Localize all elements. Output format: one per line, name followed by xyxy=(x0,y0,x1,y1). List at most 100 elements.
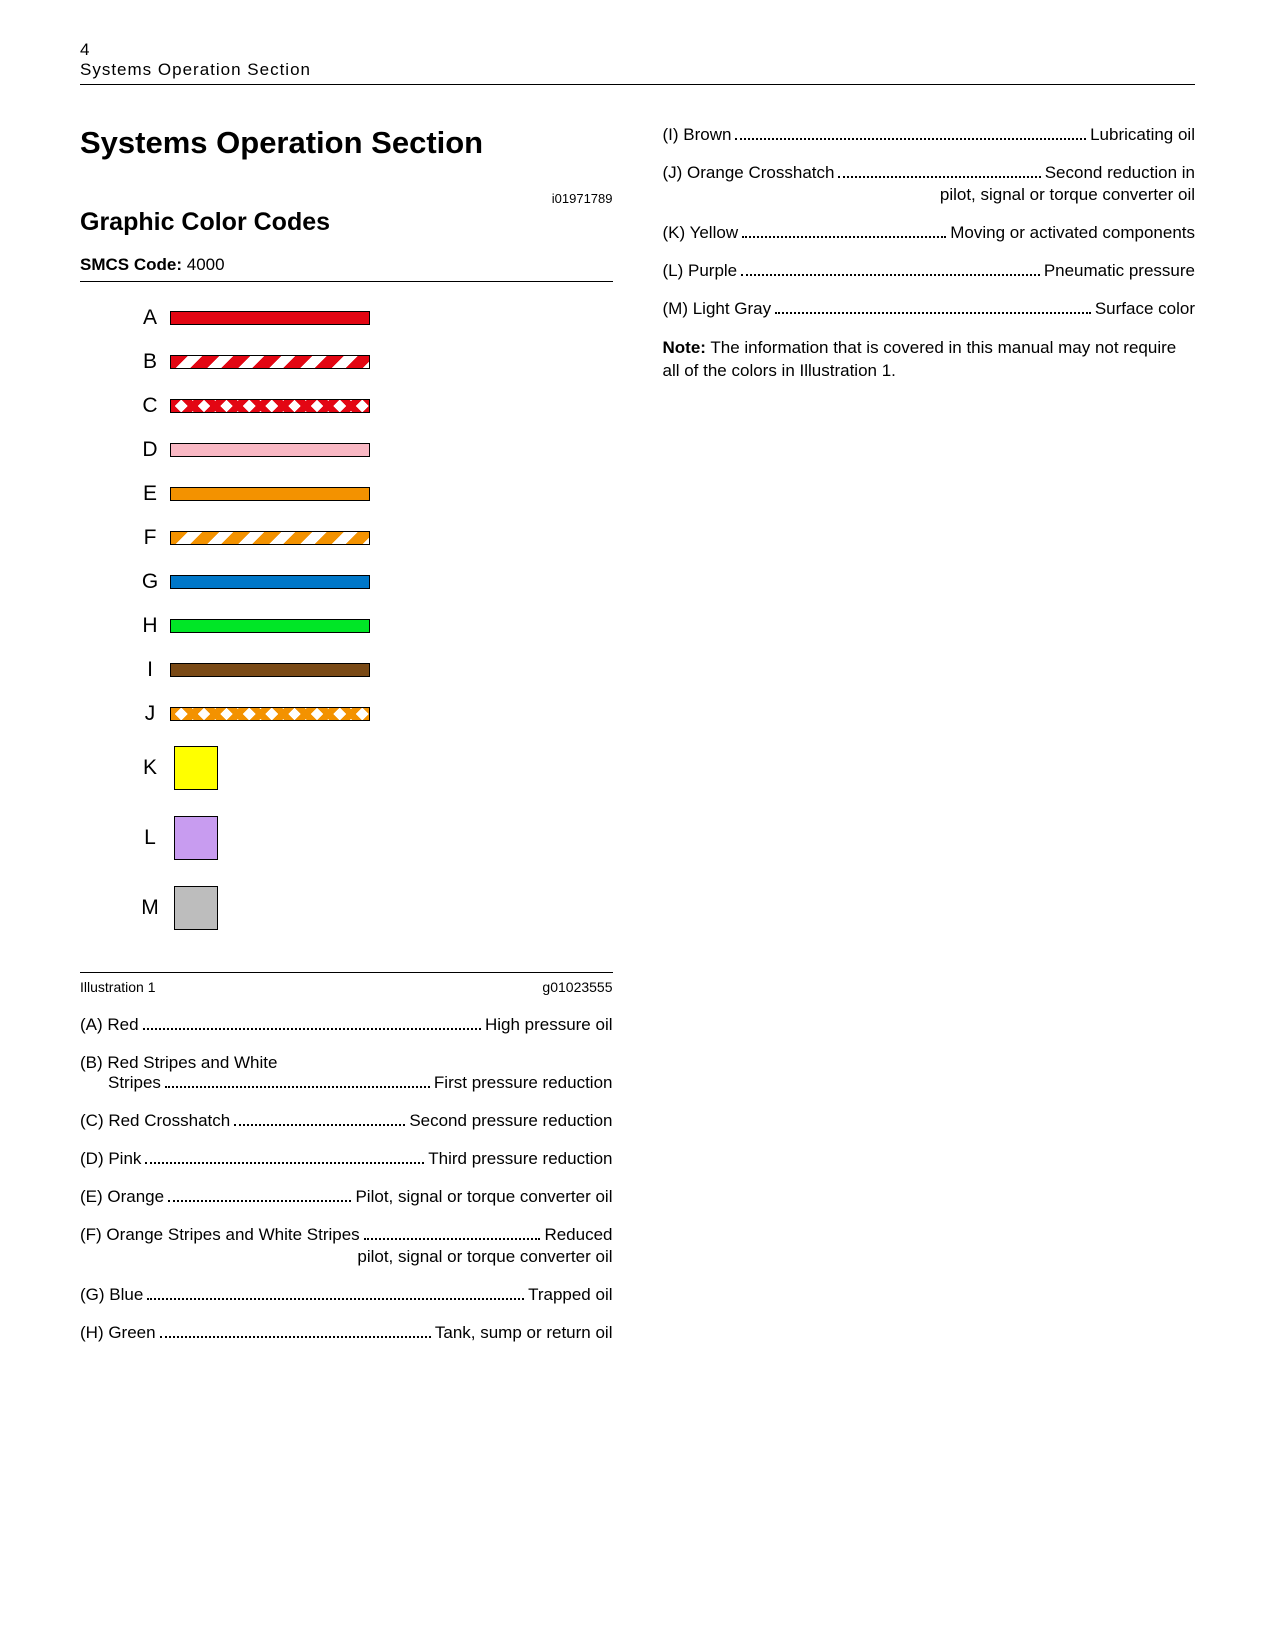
legend-dots xyxy=(234,1112,405,1126)
legend-right: Tank, sump or return oil xyxy=(435,1323,613,1343)
legend-right: Surface color xyxy=(1095,299,1195,319)
swatch-row: A xyxy=(130,306,613,330)
legend-line: Stripes First pressure reduction xyxy=(80,1073,613,1093)
legend-continuation: pilot, signal or torque converter oil xyxy=(663,185,1196,205)
divider xyxy=(80,281,613,282)
header-section-title: Systems Operation Section xyxy=(80,60,1195,80)
swatch-row: G xyxy=(130,570,613,594)
legend-entry: (D) Pink Third pressure reduction xyxy=(80,1149,613,1169)
swatch-solid xyxy=(174,746,218,790)
legend-entry: (G) Blue Trapped oil xyxy=(80,1285,613,1305)
illustration-code: g01023555 xyxy=(542,979,612,995)
illustration-caption: Illustration 1 g01023555 xyxy=(80,972,613,995)
legend-line: (D) Pink Third pressure reduction xyxy=(80,1149,613,1169)
swatch-letter: G xyxy=(130,570,170,594)
swatch-list: ABCDEFGHIJ K L M xyxy=(80,296,613,966)
swatch-letter: L xyxy=(130,826,170,850)
swatch-letter: D xyxy=(130,438,170,462)
swatch-letter: A xyxy=(130,306,170,330)
legend-dots xyxy=(364,1226,541,1240)
swatch-stripes xyxy=(170,531,370,545)
swatch-solid xyxy=(170,575,370,589)
swatch-letter: H xyxy=(130,614,170,638)
swatch-row: F xyxy=(130,526,613,550)
legend-dots xyxy=(838,164,1040,178)
swatch-solid xyxy=(170,443,370,457)
page-header: 4 Systems Operation Section xyxy=(80,40,1195,85)
legend-dots xyxy=(741,262,1040,276)
legend-left: (F) Orange Stripes and White Stripes xyxy=(80,1225,360,1245)
legend-dots xyxy=(742,224,946,238)
legend-right: First pressure reduction xyxy=(434,1073,613,1093)
swatch-row: C xyxy=(130,394,613,418)
swatch-row: D xyxy=(130,438,613,462)
swatch-letter: F xyxy=(130,526,170,550)
legend-line: (I) Brown Lubricating oil xyxy=(663,125,1196,145)
legend-line: (K) YellowMoving or activated components xyxy=(663,223,1196,243)
illustration-label: Illustration 1 xyxy=(80,979,155,995)
legend-right: Lubricating oil xyxy=(1090,125,1195,145)
legend-line: (A) Red High pressure oil xyxy=(80,1015,613,1035)
left-column: Systems Operation Section i01971789 Grap… xyxy=(80,125,613,1361)
swatch-letter: M xyxy=(130,896,170,920)
swatch-crosshatch xyxy=(170,707,370,721)
swatch-row: B xyxy=(130,350,613,374)
subtitle: Graphic Color Codes xyxy=(80,208,613,237)
main-title: Systems Operation Section xyxy=(80,125,613,161)
legend-left: (K) Yellow xyxy=(663,223,739,243)
legend-left: (A) Red xyxy=(80,1015,139,1035)
swatch-solid xyxy=(170,663,370,677)
legend-dots xyxy=(147,1286,524,1300)
page-root: 4 Systems Operation Section Systems Oper… xyxy=(0,0,1275,1401)
swatch-solid xyxy=(174,816,218,860)
legend-right: Third pressure reduction xyxy=(428,1149,612,1169)
legend-entry: (J) Orange CrosshatchSecond reduction in… xyxy=(663,163,1196,205)
legend-dots xyxy=(165,1074,430,1088)
swatch-letter: I xyxy=(130,658,170,682)
legend-left: (G) Blue xyxy=(80,1285,143,1305)
legend-right: Trapped oil xyxy=(528,1285,612,1305)
note-text: The information that is covered in this … xyxy=(663,338,1177,380)
swatch-row: L xyxy=(130,816,613,860)
legend-line: (C) Red Crosshatch Second pressure reduct… xyxy=(80,1111,613,1131)
legend-right: Pilot, signal or torque converter oil xyxy=(355,1187,612,1207)
legend-right: (I) Brown Lubricating oil (J) Orange Cross… xyxy=(663,125,1196,319)
legend-right: Second pressure reduction xyxy=(409,1111,612,1131)
legend-left: (E) Orange xyxy=(80,1187,164,1207)
swatch-stripes xyxy=(170,355,370,369)
legend-right: High pressure oil xyxy=(485,1015,613,1035)
legend-line: (J) Orange CrosshatchSecond reduction in xyxy=(663,163,1196,183)
legend-entry: (I) Brown Lubricating oil xyxy=(663,125,1196,145)
swatch-solid xyxy=(174,886,218,930)
swatch-row: J xyxy=(130,702,613,726)
legend-entry: (L) PurplePneumatic pressure xyxy=(663,261,1196,281)
legend-left-preline: (B) Red Stripes and White xyxy=(80,1053,613,1073)
legend-line: (H) GreenTank, sump or return oil xyxy=(80,1323,613,1343)
swatch-row: K xyxy=(130,746,613,790)
swatch-solid xyxy=(170,487,370,501)
swatch-letter: K xyxy=(130,756,170,780)
legend-right: Second reduction in xyxy=(1045,163,1195,183)
swatch-letter: B xyxy=(130,350,170,374)
swatch-row: M xyxy=(130,886,613,930)
legend-left: (D) Pink xyxy=(80,1149,141,1169)
legend-line: (M) Light Gray Surface color xyxy=(663,299,1196,319)
page-number: 4 xyxy=(80,40,1195,60)
legend-left: (I) Brown xyxy=(663,125,732,145)
legend-entry: (M) Light Gray Surface color xyxy=(663,299,1196,319)
swatch-solid xyxy=(170,311,370,325)
legend-entry: (E) Orange Pilot, signal or torque conver… xyxy=(80,1187,613,1207)
document-id: i01971789 xyxy=(80,191,613,206)
swatch-letter: E xyxy=(130,482,170,506)
smcs-value: 4000 xyxy=(187,255,225,274)
legend-left: Stripes xyxy=(80,1073,161,1093)
legend-left: (M) Light Gray xyxy=(663,299,772,319)
legend-line: (F) Orange Stripes and White Stripes Redu… xyxy=(80,1225,613,1245)
legend-entry: (H) GreenTank, sump or return oil xyxy=(80,1323,613,1343)
legend-left: (C) Red Crosshatch xyxy=(80,1111,230,1131)
legend-entry: (B) Red Stripes and WhiteStripes First pr… xyxy=(80,1053,613,1093)
swatch-row: E xyxy=(130,482,613,506)
right-column: (I) Brown Lubricating oil (J) Orange Cross… xyxy=(663,125,1196,1361)
legend-line: (G) Blue Trapped oil xyxy=(80,1285,613,1305)
legend-right: Reduced xyxy=(544,1225,612,1245)
